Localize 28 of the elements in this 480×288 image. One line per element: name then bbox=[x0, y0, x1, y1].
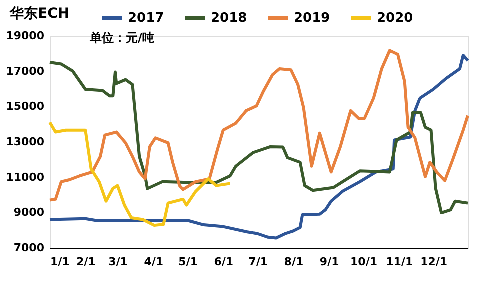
annotation: 单位：元/吨 bbox=[89, 31, 154, 45]
y-tick-label: 7000 bbox=[14, 242, 45, 254]
chart-title: 华东ECH bbox=[9, 5, 70, 22]
x-tick-label: 3/1 bbox=[108, 256, 128, 268]
x-tick-label: 1/1 bbox=[50, 256, 70, 268]
line-series bbox=[48, 61, 470, 215]
x-tick-label: 10/1 bbox=[350, 256, 378, 268]
x-tick-label: 9/1 bbox=[320, 256, 340, 268]
x-tick-label: 4/1 bbox=[144, 256, 164, 268]
y-tick-label: 17000 bbox=[6, 64, 45, 78]
y-tick-label: 9000 bbox=[14, 206, 45, 220]
y-tick-label: 19000 bbox=[6, 30, 45, 42]
x-tick-label: 12/1 bbox=[420, 256, 448, 268]
x-tick-label: 7/1 bbox=[248, 256, 268, 268]
y-tick-label: 11000 bbox=[6, 170, 45, 184]
x-tick-label: 6/1 bbox=[214, 256, 234, 268]
x-tick-label: 8/1 bbox=[284, 256, 304, 268]
line-series bbox=[48, 49, 470, 202]
y-tick-label: 15000 bbox=[6, 100, 45, 114]
x-tick-label: 11/1 bbox=[386, 256, 414, 268]
x-tick-label: 2/1 bbox=[76, 256, 96, 268]
legend-label: 2017 bbox=[128, 11, 164, 26]
y-tick-label: 13000 bbox=[6, 136, 45, 148]
legend-label: 2018 bbox=[211, 11, 248, 26]
line-series bbox=[48, 121, 232, 228]
x-tick-label: 5/1 bbox=[178, 256, 198, 268]
legend-label: 2020 bbox=[377, 11, 414, 26]
legend-label: 2019 bbox=[294, 11, 330, 26]
